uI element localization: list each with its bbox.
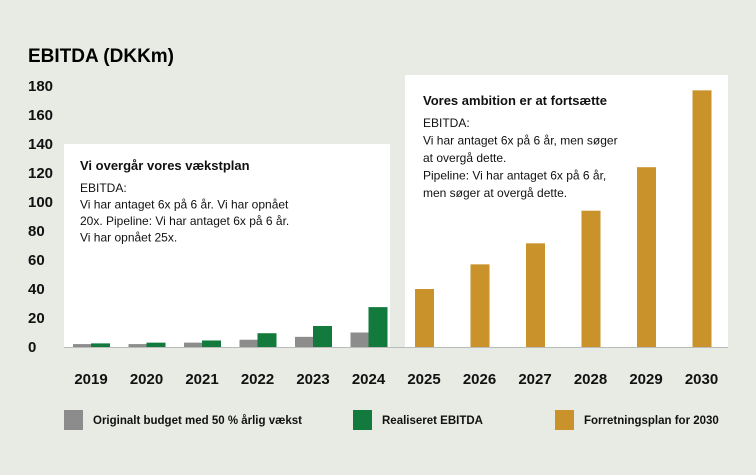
x-tick-label: 2028 [574, 371, 607, 388]
x-tick-label: 2023 [296, 371, 329, 388]
annotation-line: at overgå dette. [423, 151, 506, 165]
annotation-title-1: Vi overgår vores vækstplan [80, 158, 250, 173]
annotation-title-2: Vores ambition er at fortsætte [423, 93, 607, 108]
y-tick-label: 140 [28, 136, 53, 153]
x-tick-label: 2022 [241, 371, 274, 388]
x-tick-label: 2024 [352, 371, 386, 388]
y-tick-label: 0 [28, 339, 36, 356]
y-tick-label: 160 [28, 107, 53, 124]
bar-2024-series-2 [368, 307, 388, 347]
annotation-line: Vi har antaget 6x på 6 år. Vi har opnået [80, 198, 289, 212]
x-tick-label: 2019 [74, 371, 107, 388]
bar-2021-series-2 [202, 340, 221, 347]
annotation-line: men søger at overgå dette. [423, 186, 567, 200]
annotation-line: Pipeline: Vi har antaget 6x på 6 år, [423, 169, 606, 183]
annotation-box-2 [405, 75, 728, 348]
bar-2021-series-1 [184, 342, 203, 347]
bar-2022-series-1 [239, 339, 259, 347]
bar-2030-series-3 [692, 90, 712, 347]
bar-2020-series-1 [128, 344, 148, 347]
annotation-line: Vi har antaget 6x på 6 år, men søger [423, 134, 618, 148]
legend-swatch-1 [64, 410, 83, 430]
bar-2019-series-1 [73, 344, 92, 347]
bar-2027-series-3 [526, 243, 545, 347]
chart-title: EBITDA (DKKm) [28, 46, 174, 67]
x-tick-label: 2021 [185, 371, 218, 388]
x-tick-label: 2027 [518, 371, 551, 388]
annotation-line: EBITDA: [423, 116, 470, 130]
bar-2025-series-3 [415, 289, 434, 347]
annotation-box-1 [64, 144, 390, 348]
y-tick-label: 180 [28, 78, 53, 95]
legend-label-2: Realiseret EBITDA [382, 415, 483, 427]
bar-2020-series-2 [146, 342, 166, 347]
bar-2022-series-2 [257, 333, 277, 347]
x-tick-label: 2030 [685, 371, 718, 388]
annotation-line: EBITDA: [80, 181, 127, 195]
legend-swatch-2 [353, 410, 372, 430]
y-tick-label: 60 [28, 252, 45, 269]
y-tick-label: 20 [28, 310, 45, 327]
x-tick-label: 2026 [463, 371, 496, 388]
x-tick-label: 2025 [407, 371, 440, 388]
y-tick-label: 120 [28, 165, 53, 182]
legend-label-1: Originalt budget med 50 % årlig vækst [93, 415, 302, 427]
bar-2023-series-2 [313, 325, 332, 347]
y-tick-label: 40 [28, 281, 45, 298]
bar-2023-series-1 [295, 336, 314, 347]
bar-2026-series-3 [470, 264, 490, 347]
x-tick-label: 2029 [629, 371, 662, 388]
y-tick-label: 100 [28, 194, 53, 211]
bar-2029-series-3 [637, 167, 656, 347]
x-tick-label: 2020 [130, 371, 163, 388]
bar-2019-series-2 [91, 343, 110, 347]
legend-label-3: Forretningsplan for 2030 [584, 415, 719, 427]
annotation-line: Vi har opnået 25x. [80, 231, 177, 245]
y-tick-label: 80 [28, 223, 45, 240]
legend-swatch-3 [555, 410, 574, 430]
bar-2024-series-1 [350, 332, 370, 347]
annotation-line: 20x. Pipeline: Vi har antaget 6x på 6 år… [80, 214, 289, 228]
bar-2028-series-3 [581, 210, 601, 347]
